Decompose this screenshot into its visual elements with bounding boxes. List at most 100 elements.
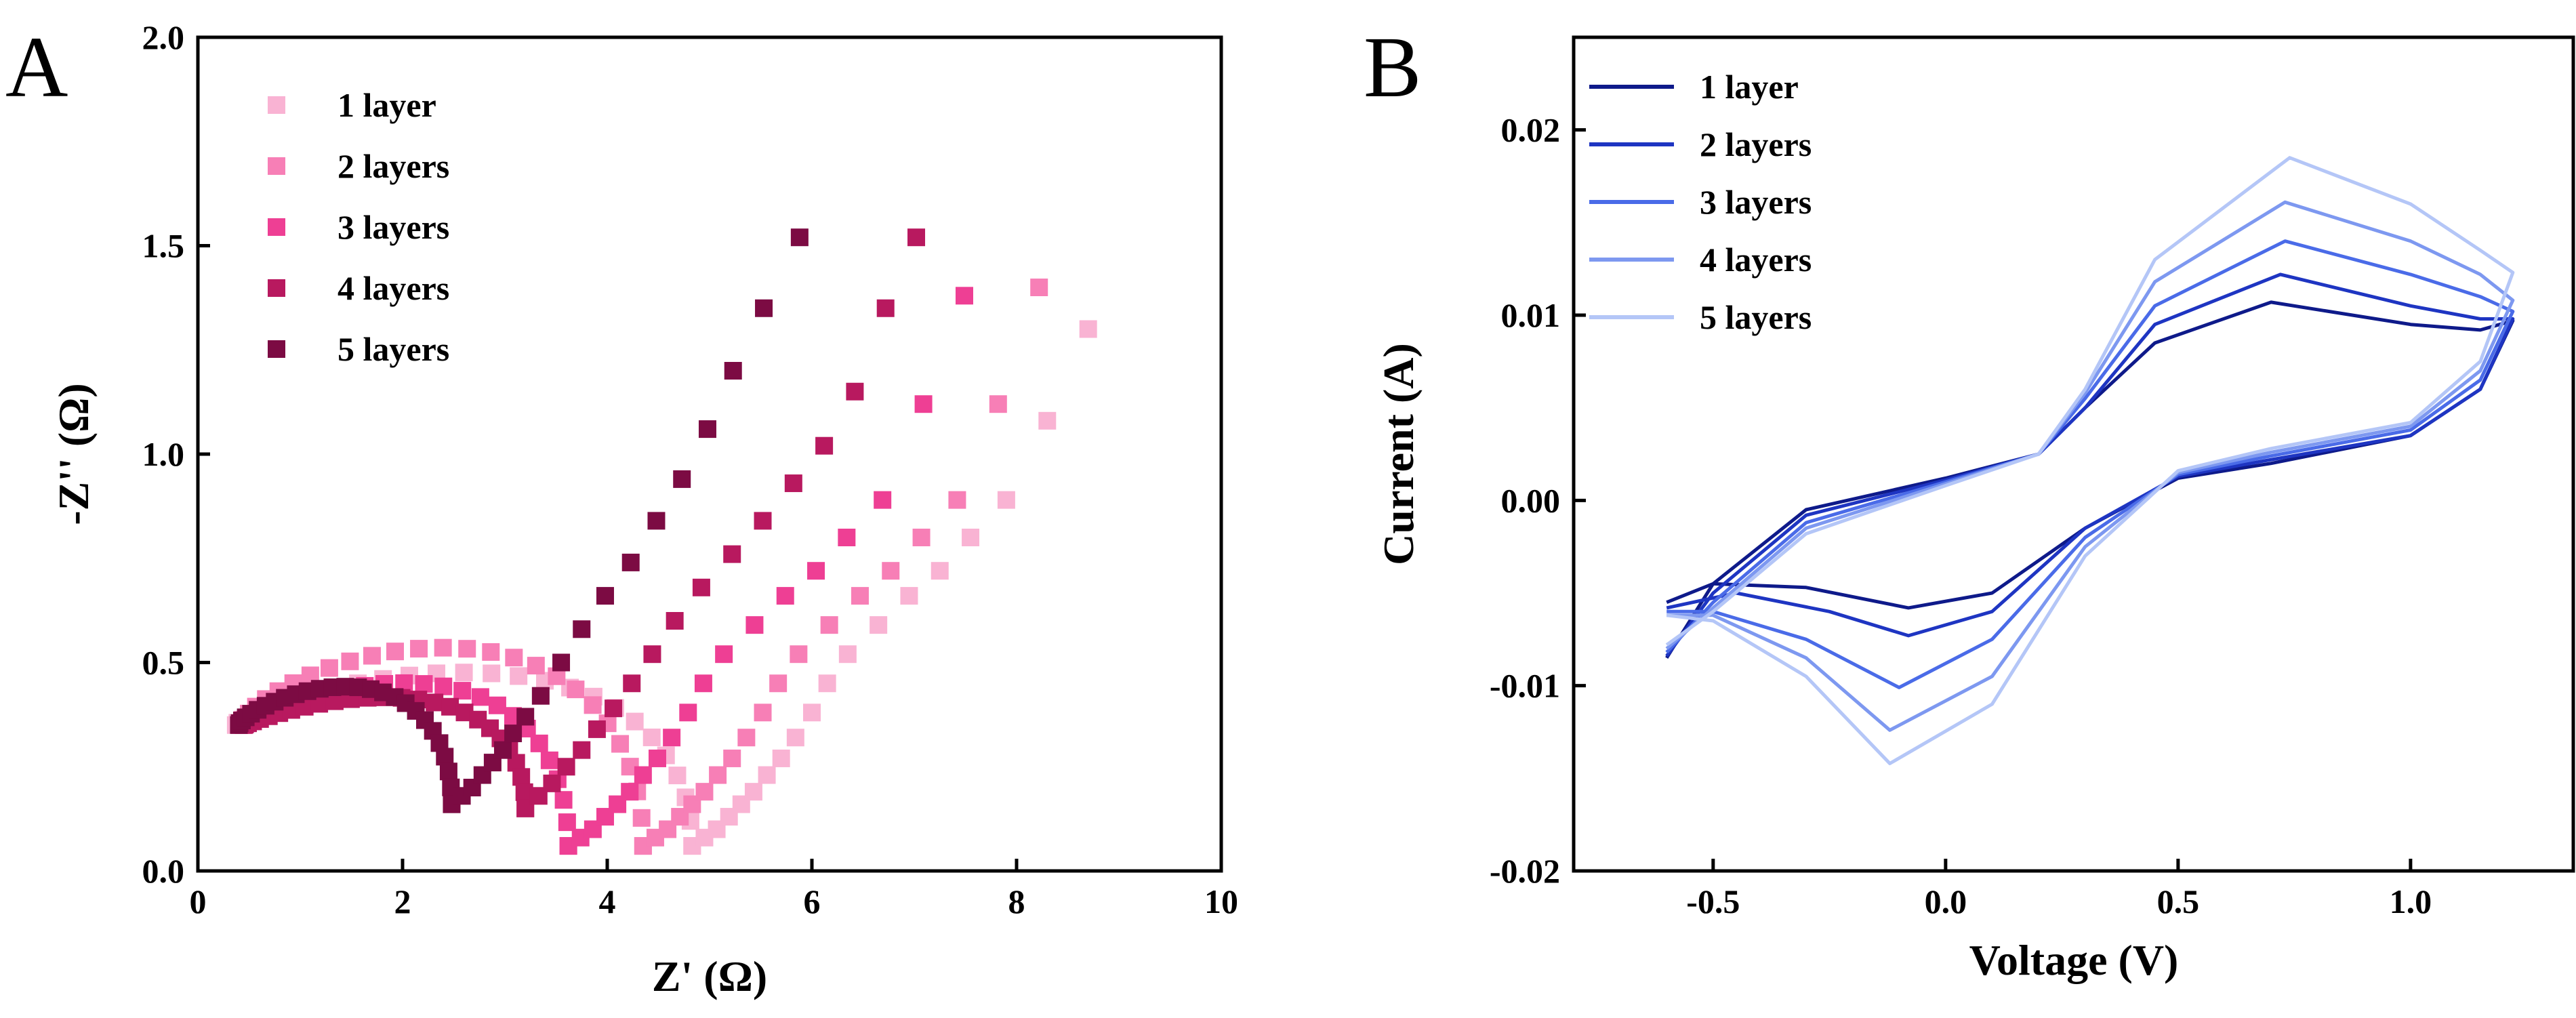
panel-a-data-point [784, 474, 802, 493]
panel-b-legend-label: 4 layers [1700, 241, 1812, 279]
panel-a-data-point [724, 362, 742, 380]
panel-a-data-point [723, 545, 741, 563]
panel-a-legend-marker [268, 279, 285, 297]
panel-a-data-point [758, 766, 776, 784]
panel-a-data-point [851, 587, 869, 605]
panel-a-series-4 [234, 228, 926, 817]
panel-a-y-tick-label: 2.0 [142, 18, 185, 56]
panel-a-data-point [512, 768, 531, 786]
panel-a-data-point [363, 647, 381, 665]
panel-a-x-tick-label: 0 [190, 882, 207, 920]
panel-a-data-point [605, 699, 623, 718]
panel-a-y-tick-label: 0.5 [142, 644, 185, 682]
panel-a-data-point [558, 813, 576, 832]
panel-a-data-point [584, 696, 602, 714]
panel-a-x-axis-label: Z' (Ω) [652, 952, 767, 1000]
panel-a-data-point [1079, 320, 1097, 338]
panel-a-data-point [755, 299, 773, 317]
panel-a-data-point [694, 674, 712, 693]
panel-a-data-point [516, 708, 535, 726]
panel-a-x-tick-label: 10 [1204, 882, 1238, 920]
panel-a-data-point [530, 734, 548, 752]
panel-a-data-point [900, 587, 918, 605]
panel-a-data-point [914, 395, 933, 413]
panel-a-data-point [744, 783, 762, 801]
panel-a-data-point [776, 587, 794, 605]
panel-a-legend-label: 1 layer [338, 86, 436, 124]
panel-b: B -0.5 0.0 0.5 1.0 -0.02 -0.01 0.00 0.01 0.02 1 … [1364, 19, 2575, 984]
panel-a-ticks: 0 2 4 6 8 10 0.0 0.5 1.0 1.5 2.0 [142, 18, 1239, 920]
panel-a-data-point [458, 640, 476, 658]
panel-a-data-point [531, 687, 550, 705]
panel-a-data-point [455, 664, 473, 682]
panel-a-data-point [907, 228, 926, 247]
panel-a-data-point [471, 688, 489, 706]
panel-a-data-point [737, 729, 756, 747]
panel-a-data-point [505, 649, 523, 667]
panel-b-legend-label: 3 layers [1700, 183, 1812, 221]
panel-b-letter: B [1364, 19, 1421, 115]
panel-a-data-point [426, 693, 444, 712]
panel-a-data-point [715, 645, 733, 664]
panel-a-data-point [666, 612, 684, 630]
panel-a-data-point [434, 677, 453, 695]
panel-a-data-point [695, 783, 714, 801]
panel-a-y-tick-label: 1.5 [142, 227, 185, 265]
panel-a-x-tick-label: 8 [1008, 882, 1025, 920]
panel-b-y-tick-label: 0.00 [1501, 481, 1561, 519]
panel-a-data-point [948, 491, 966, 509]
panel-a-data-point [692, 578, 710, 596]
panel-b-y-tick-label: -0.02 [1490, 852, 1560, 890]
panel-a-data-point [632, 809, 651, 827]
panel-a-data-point [673, 470, 691, 488]
panel-a-data-point [634, 766, 652, 784]
panel-a-data-point [588, 720, 606, 738]
panel-a-data-point [912, 529, 931, 546]
panel-a-data-point [931, 562, 949, 580]
panel-b-y-tick-label: -0.01 [1490, 667, 1560, 705]
panel-a-series-3 [230, 287, 973, 855]
panel-a-data-point [790, 228, 809, 247]
panel-a-data-point [803, 704, 821, 722]
panel-b-x-axis-label: Voltage (V) [1969, 936, 2179, 984]
panel-a-data-point [510, 667, 528, 685]
panel-a-data-point [882, 562, 900, 580]
panel-a-y-tick-label: 1.0 [142, 435, 185, 473]
panel-a-data-point [436, 748, 454, 766]
panel-a-data-point [874, 491, 892, 509]
panel-a-data-point [642, 728, 661, 746]
panel-a-data-point [543, 774, 561, 792]
panel-a-legend-marker [268, 157, 285, 175]
panel-a-data-point [554, 791, 573, 809]
panel-a-data-point [772, 749, 790, 767]
panel-b-y-tick-label: 0.01 [1501, 296, 1561, 334]
panel-b-series-4-line [1665, 200, 2515, 732]
panel-a-data-point [527, 657, 545, 675]
panel-a-data-point [1038, 411, 1057, 430]
panel-a-data-point [790, 645, 808, 664]
panel-a-letter: A [5, 19, 68, 115]
panel-a-data-point [626, 712, 644, 731]
panel-a-data-point [769, 674, 788, 693]
panel-a-legend-label: 3 layers [338, 208, 449, 246]
panel-a-legend-label: 2 layers [338, 147, 449, 185]
panel-a-data-point [341, 652, 359, 670]
panel-a-x-tick-label: 4 [599, 882, 616, 920]
panel-a-y-tick-label: 0.0 [142, 852, 185, 890]
panel-a-data-point [483, 664, 501, 683]
panel-a-data-point [643, 645, 661, 664]
panel-a-x-tick-label: 6 [804, 882, 821, 920]
panel-a-data-point [870, 616, 888, 634]
panel-a-data-point [596, 587, 614, 605]
panel-a-data-point [838, 645, 857, 664]
panel-b-legend-label: 5 layers [1700, 298, 1812, 336]
panel-b-x-tick-label: 1.0 [2390, 882, 2432, 920]
panel-a-data-point [679, 704, 697, 722]
panel-a-series-5 [230, 228, 809, 813]
panel-a-data-point [320, 659, 338, 677]
panel-a-data-point [552, 653, 571, 672]
panel-a-data-point [786, 729, 804, 747]
panel-a-data-point [557, 758, 575, 776]
panel-a-data-point [621, 553, 640, 571]
